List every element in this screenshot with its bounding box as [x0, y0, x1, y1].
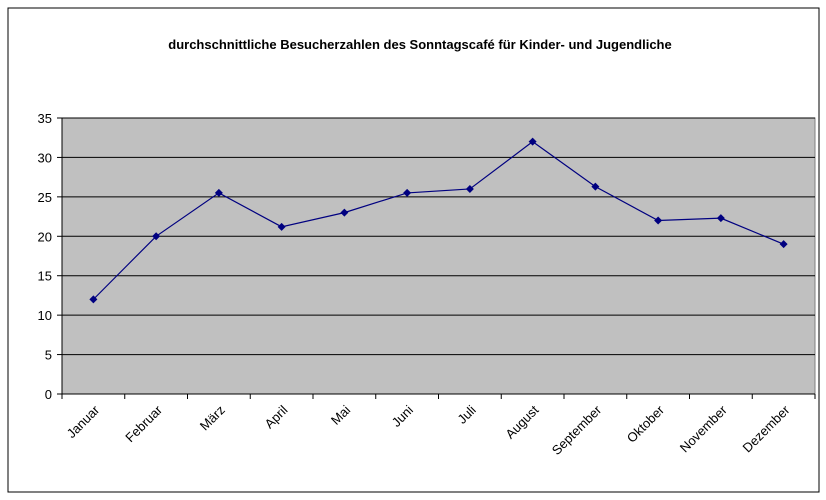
data-point — [89, 295, 98, 304]
data-point — [716, 214, 725, 223]
y-tick-label: 5 — [45, 348, 52, 363]
chart-title: durchschnittliche Besucherzahlen des Son… — [168, 37, 672, 52]
data-point — [277, 222, 286, 231]
data-point — [403, 188, 412, 197]
y-tick-label: 20 — [38, 229, 52, 244]
data-point — [465, 184, 474, 193]
y-tick-label: 30 — [38, 150, 52, 165]
data-point — [654, 216, 663, 225]
y-tick-label: 25 — [38, 190, 52, 205]
plot-area — [61, 117, 816, 395]
series-line — [92, 140, 784, 300]
y-tick-label: 35 — [38, 111, 52, 126]
data-point — [528, 137, 537, 146]
data-point — [779, 240, 788, 249]
data-point — [591, 182, 600, 191]
y-tick-label: 10 — [38, 308, 52, 323]
y-tick-label: 0 — [45, 387, 52, 402]
y-tick-label: 15 — [38, 269, 52, 284]
data-point — [340, 208, 349, 217]
data-point — [152, 232, 161, 241]
data-point — [214, 188, 223, 197]
